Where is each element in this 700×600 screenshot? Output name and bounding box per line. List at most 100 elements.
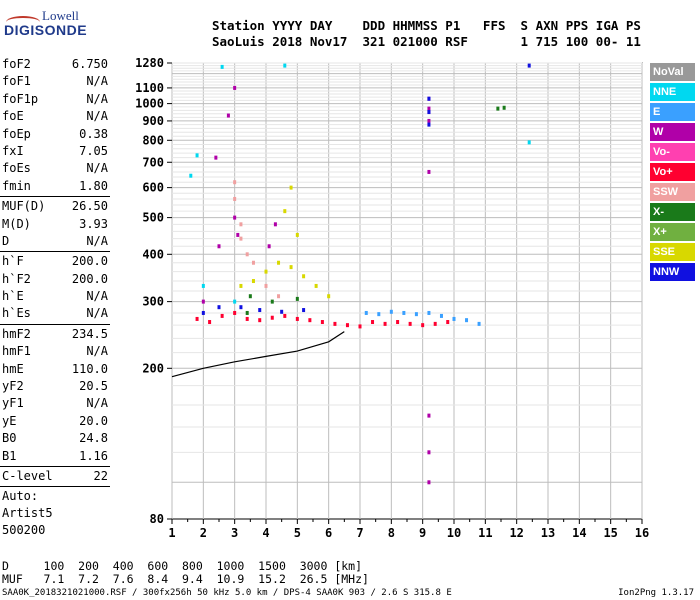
- param-row: C-level 22: [0, 468, 110, 485]
- muf-value-row: MUF 7.1 7.2 7.6 8.4 9.4 10.9 15.2 26.5 […: [2, 572, 369, 586]
- legend-item: Vo+: [650, 163, 695, 181]
- data-point: [214, 155, 218, 160]
- data-point: [427, 96, 431, 101]
- param-label: fmin: [2, 178, 31, 193]
- x-tick-label: 1: [168, 526, 175, 540]
- param-value: 200.0: [71, 254, 108, 269]
- param-value: N/A: [86, 161, 108, 176]
- param-label: foF2: [2, 57, 31, 71]
- header-line-1: Station YYYY DAY DDD HHMMSS P1 FFS S AXN…: [212, 18, 641, 33]
- param-value: 200.0: [71, 271, 108, 286]
- param-separator: [0, 486, 110, 488]
- param-label: D: [2, 233, 10, 248]
- data-point: [201, 310, 205, 315]
- y-tick-label: 800: [142, 133, 164, 147]
- data-point: [245, 252, 249, 257]
- param-value: 7.05: [79, 143, 108, 158]
- data-point: [427, 413, 431, 418]
- param-row: yF2 20.5: [0, 378, 110, 395]
- data-point: [273, 222, 277, 227]
- param-row: foEp 0.38: [0, 126, 110, 143]
- x-tick-label: 8: [388, 526, 395, 540]
- param-label: foF1: [2, 74, 31, 89]
- param-value: 26.50: [71, 199, 108, 214]
- data-point: [217, 305, 221, 310]
- param-value: 22: [93, 468, 108, 483]
- param-row: foEs N/A: [0, 160, 110, 177]
- param-label: foEs: [2, 161, 31, 176]
- param-value: 1.16: [79, 448, 108, 463]
- y-tick-label: 700: [142, 155, 164, 169]
- legend-item: SSW: [650, 183, 695, 201]
- param-label: hmF1: [2, 344, 31, 359]
- logo-brand: Lowell: [42, 8, 79, 23]
- x-tick-label: 7: [356, 526, 363, 540]
- data-point: [333, 321, 337, 326]
- legend-item: X-: [650, 203, 695, 221]
- digisonde-logo: Lowell DIGISONDE: [4, 6, 87, 42]
- param-label: M(D): [2, 216, 31, 231]
- param-separator: [0, 196, 110, 198]
- x-tick-label: 15: [603, 526, 617, 540]
- y-tick-label: 1000: [135, 97, 164, 111]
- data-point: [267, 244, 271, 249]
- data-point: [295, 316, 299, 321]
- param-row: hmF1 N/A: [0, 343, 110, 360]
- param-value: N/A: [86, 306, 108, 321]
- data-point: [377, 312, 381, 317]
- data-point: [402, 310, 406, 315]
- param-row: foF2 6.750: [0, 56, 110, 73]
- data-point: [396, 320, 400, 325]
- data-point: [239, 305, 243, 310]
- x-tick-label: 5: [294, 526, 301, 540]
- param-value: 234.5: [71, 326, 108, 341]
- y-tick-label: 600: [142, 181, 164, 195]
- param-row: h`F 200.0: [0, 253, 110, 270]
- param-value: N/A: [86, 109, 108, 124]
- legend-item: E: [650, 103, 695, 121]
- param-value: 20.0: [79, 413, 108, 428]
- param-value: 110.0: [71, 361, 108, 376]
- y-tick-label: 500: [142, 211, 164, 225]
- param-separator: [0, 465, 110, 467]
- autoscaling-info: Artist5: [2, 506, 53, 521]
- data-point: [327, 294, 331, 299]
- data-point: [283, 313, 287, 318]
- data-point: [427, 450, 431, 455]
- param-value: N/A: [86, 233, 108, 248]
- legend-item: NNW: [650, 263, 695, 281]
- param-value: N/A: [86, 91, 108, 106]
- data-point: [439, 313, 443, 318]
- data-point: [195, 316, 199, 321]
- data-point: [452, 316, 456, 321]
- param-separator: [0, 323, 110, 325]
- data-point: [245, 310, 249, 315]
- data-point: [233, 85, 237, 90]
- param-label: foEp: [2, 126, 31, 141]
- data-point: [308, 318, 312, 323]
- param-row: foF1p N/A: [0, 91, 110, 108]
- data-point: [496, 106, 500, 111]
- param-row: MUF(D) 26.50: [0, 198, 110, 215]
- data-point: [345, 323, 349, 328]
- param-row: hmE 110.0: [0, 361, 110, 378]
- data-point: [270, 299, 274, 304]
- data-point: [220, 64, 224, 69]
- data-point: [358, 324, 362, 329]
- data-point: [248, 294, 252, 299]
- param-label: B0: [2, 431, 17, 446]
- data-point: [289, 265, 293, 270]
- legend-item: SSE: [650, 243, 695, 261]
- data-point: [314, 283, 318, 288]
- data-point: [295, 232, 299, 237]
- data-point: [280, 309, 284, 314]
- data-point: [383, 321, 387, 326]
- data-point: [239, 222, 243, 227]
- data-point: [226, 113, 230, 118]
- data-point: [201, 299, 205, 304]
- param-row: h`F2 200.0: [0, 271, 110, 288]
- data-point: [233, 215, 237, 220]
- legend-item: Vo-: [650, 143, 695, 161]
- data-point: [217, 244, 221, 249]
- y-tick-label: 80: [150, 512, 164, 526]
